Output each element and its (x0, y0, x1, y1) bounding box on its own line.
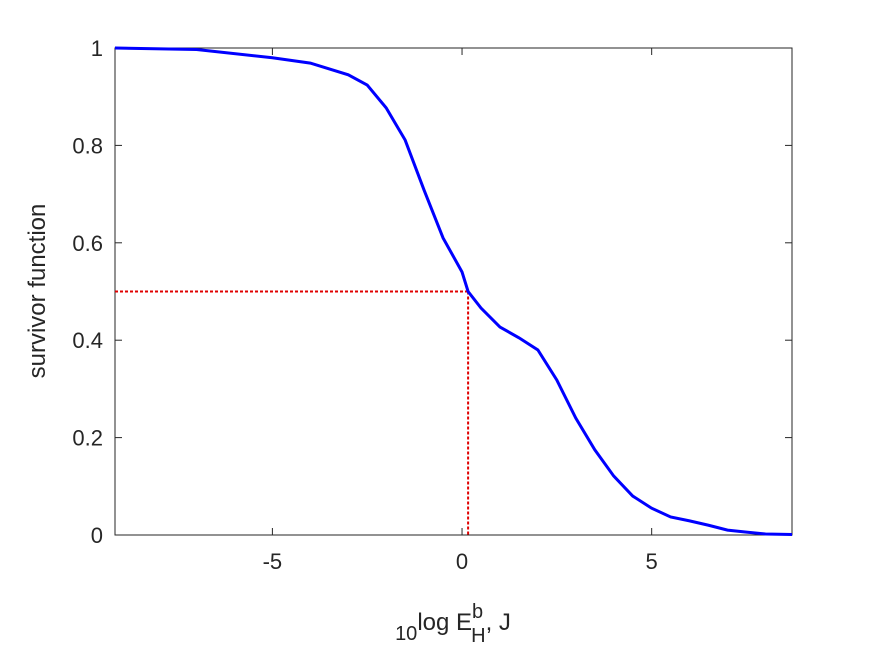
x-axis-label: 10log Eb H, J (395, 601, 511, 647)
y-tick-label: 0.2 (72, 426, 103, 451)
curve (114, 46, 793, 537)
x-label-sup: b (472, 601, 483, 623)
y-tick-label: 1 (91, 36, 103, 61)
x-label-sub: H (471, 625, 485, 647)
x-tick-label: 5 (646, 549, 658, 574)
y-tick-label: 0.8 (72, 133, 103, 158)
x-label-prefix: 10 (395, 623, 417, 645)
x-label-suffix: , J (486, 609, 511, 636)
x-label-main: log E (417, 609, 472, 636)
x-tick-label: 0 (456, 549, 468, 574)
y-axis-label: survivor function (24, 204, 51, 379)
x-tick-label: -5 (263, 549, 283, 574)
y-tick-label: 0.6 (72, 231, 103, 256)
y-tick-label: 0.4 (72, 328, 103, 353)
y-tick-label: 0 (91, 523, 103, 548)
